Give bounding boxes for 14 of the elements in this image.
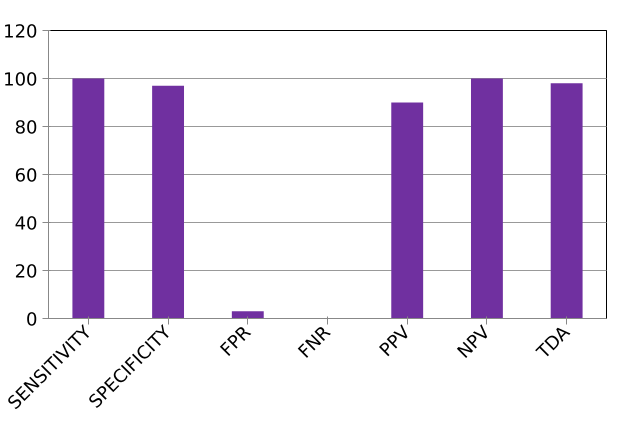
y-tick-label: 100: [3, 70, 38, 90]
y-tick-label: 60: [14, 166, 38, 186]
y-tick-label: 0: [26, 310, 38, 330]
y-tick-label: 120: [3, 22, 38, 42]
y-tick-label: 80: [14, 118, 38, 138]
x-tick-label: FPR: [216, 322, 256, 361]
bar: [152, 86, 184, 318]
bar: [470, 78, 503, 318]
y-tick-label: 20: [14, 262, 38, 282]
bar: [72, 78, 104, 318]
y-tick-label: 40: [14, 214, 38, 234]
bar: [550, 83, 583, 318]
bar: [391, 102, 424, 318]
x-tick-label: TDA: [532, 322, 575, 364]
